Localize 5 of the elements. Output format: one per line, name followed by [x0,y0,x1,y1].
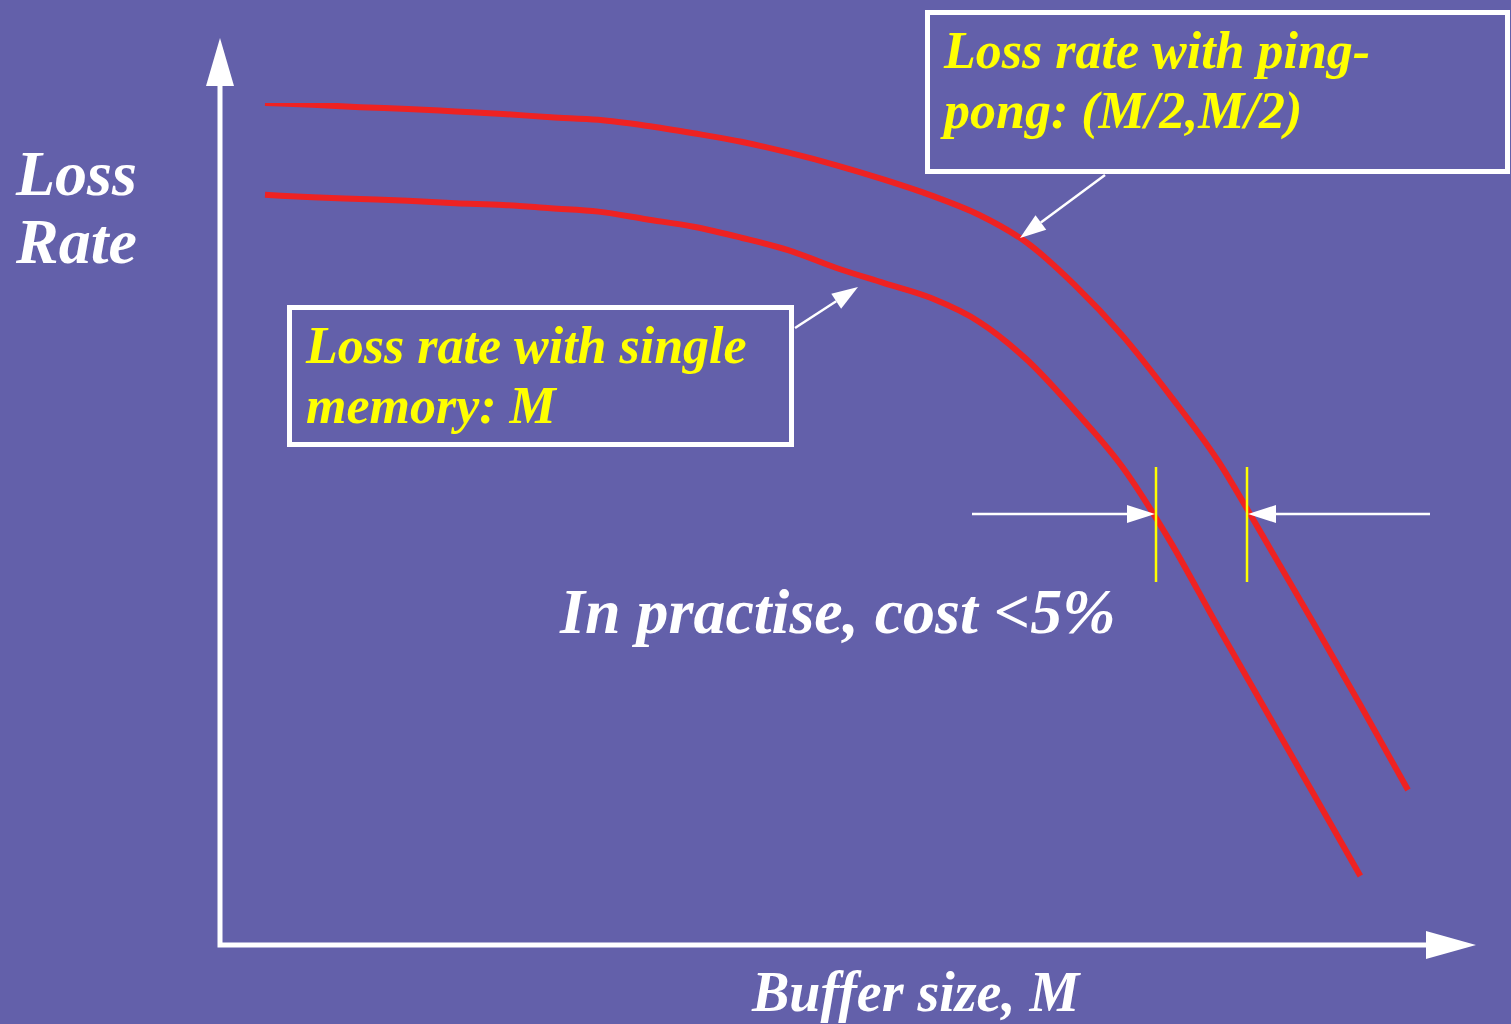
annotation: Loss rate with single memory: M [287,305,794,447]
annotation: Loss rate with ping-pong: (M/2,M/2) [925,10,1510,174]
y-axis-title: Loss Rate [16,138,138,277]
annotation: In practise, cost <5% [560,576,1116,647]
x-axis-title: Buffer size, M [752,960,1080,1024]
